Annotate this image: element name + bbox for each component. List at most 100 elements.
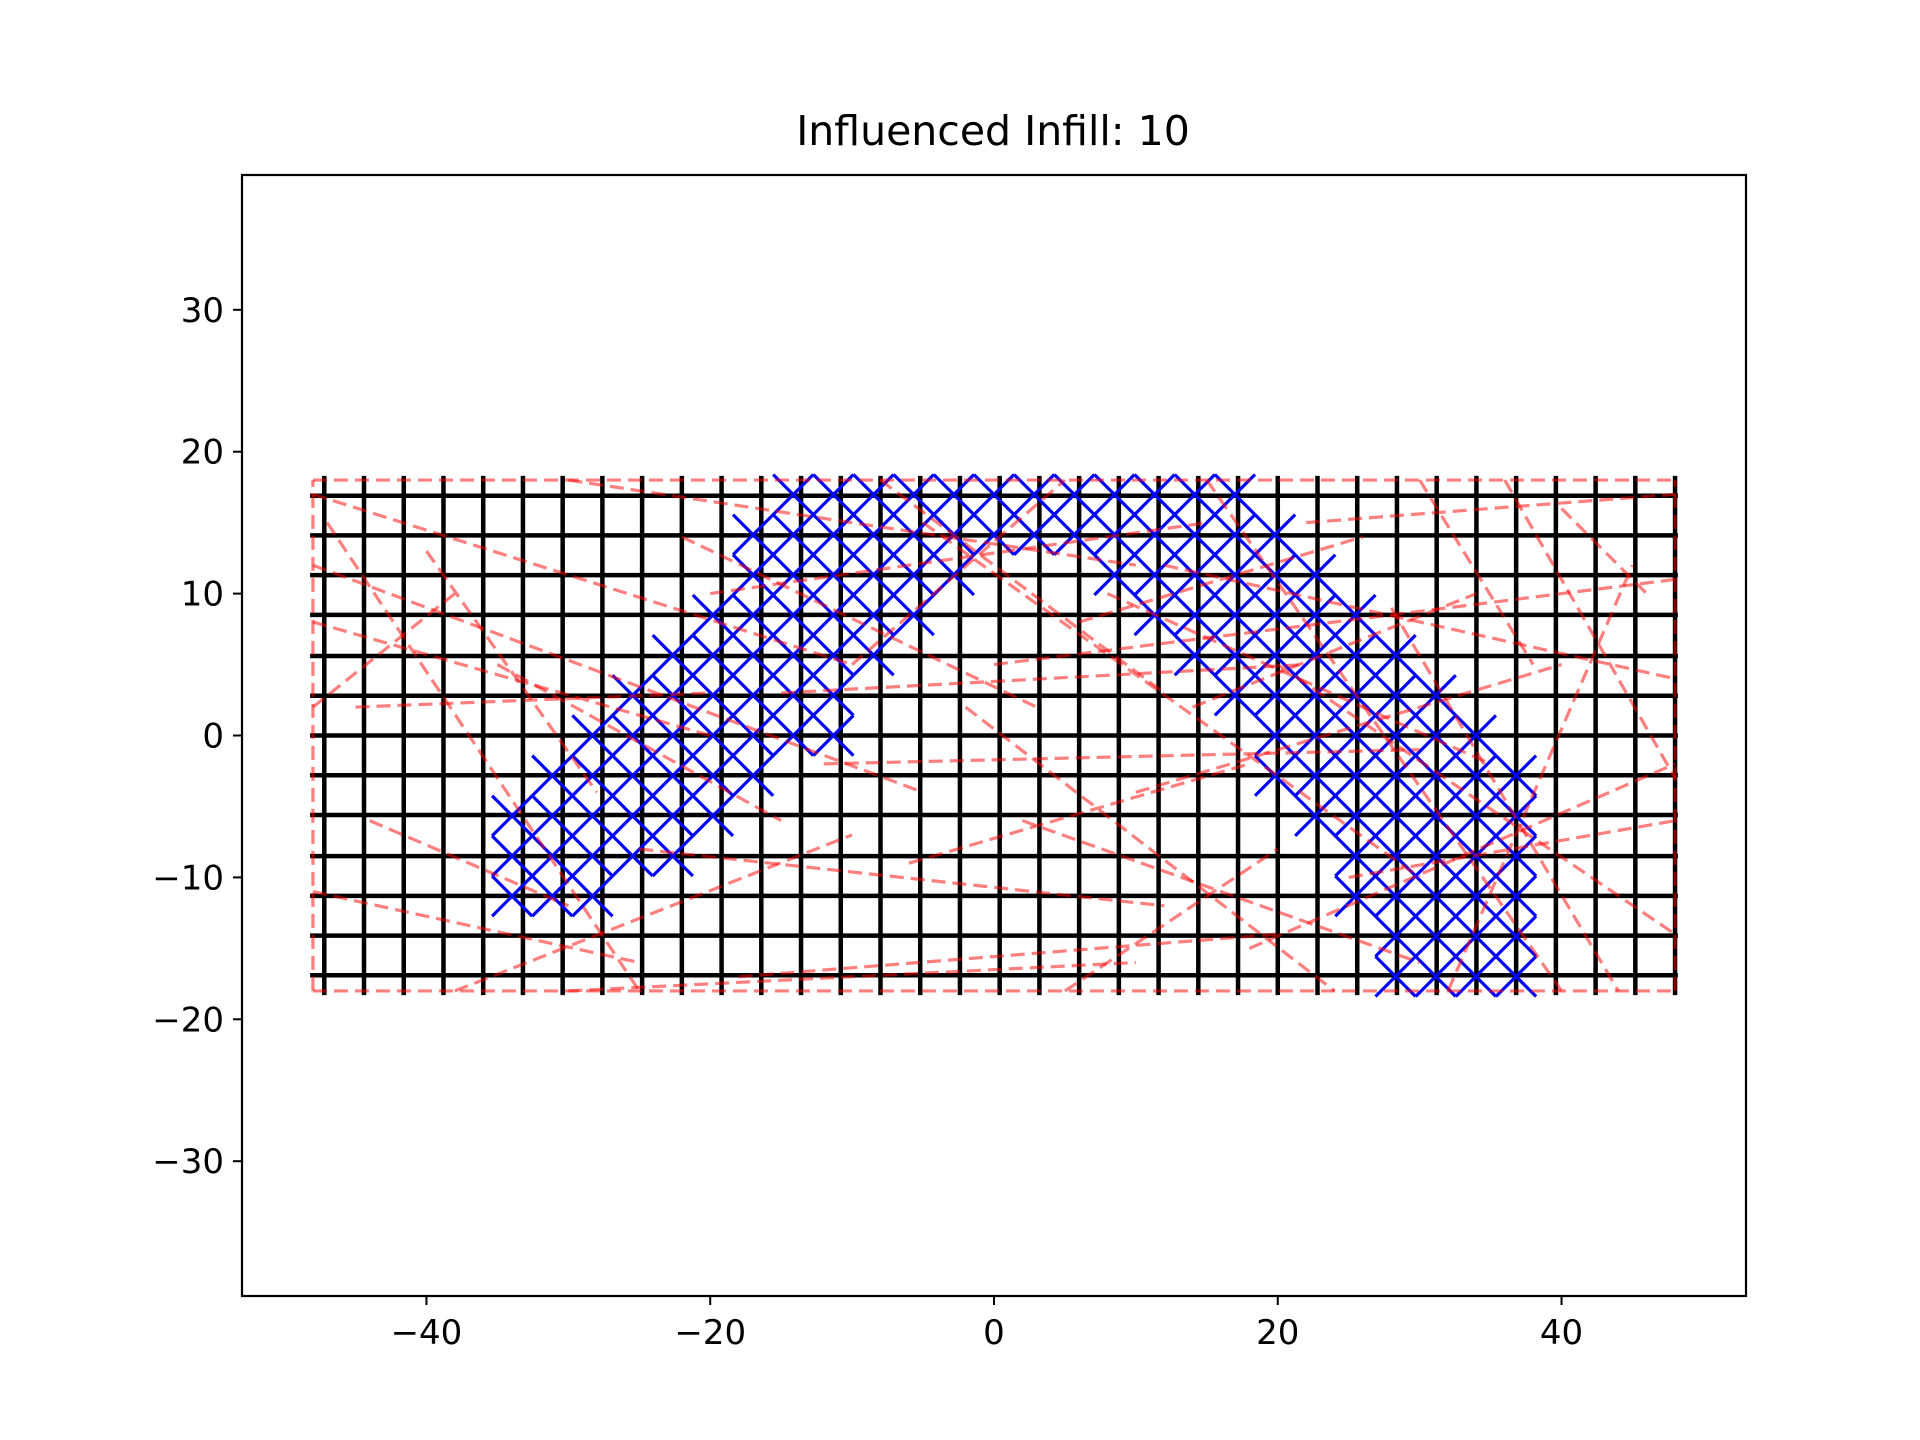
path-line bbox=[1021, 819, 1421, 965]
infill-diagonal-line bbox=[932, 473, 976, 516]
infill-diagonal-line bbox=[892, 473, 935, 516]
path-line bbox=[454, 833, 853, 993]
infill-diagonal-line bbox=[772, 593, 815, 637]
infill-diagonal-line bbox=[490, 874, 534, 918]
path-line bbox=[781, 662, 1307, 695]
grid-lines-group bbox=[310, 475, 1678, 996]
infill-diagonal-line bbox=[571, 714, 614, 757]
infill-diagonal-line bbox=[1454, 794, 1498, 838]
x-tick-label: 0 bbox=[983, 1313, 1005, 1353]
infill-diagonal-line bbox=[1494, 915, 1538, 958]
infill-diagonal-line bbox=[1494, 834, 1538, 878]
path-line bbox=[568, 960, 1136, 993]
infill-diagonal-line bbox=[1294, 633, 1337, 677]
infill-diagonal-line bbox=[1213, 513, 1257, 556]
path-line bbox=[1064, 847, 1279, 993]
infill-diagonal-line bbox=[731, 674, 775, 717]
infill-diagonal-line bbox=[1334, 794, 1377, 838]
path-line bbox=[355, 691, 711, 709]
infill-diagonal-line bbox=[1213, 553, 1257, 597]
infill-diagonal-line bbox=[531, 754, 574, 797]
infill-diagonal-line bbox=[892, 593, 935, 637]
infill-diagonal-line bbox=[1253, 714, 1297, 757]
path-line bbox=[681, 535, 1038, 709]
infill-diagonal-line bbox=[1253, 633, 1297, 677]
infill-diagonal-line bbox=[1173, 513, 1216, 556]
path-line bbox=[922, 521, 1421, 879]
path-line bbox=[312, 563, 924, 794]
infill-diagonal-line bbox=[1334, 754, 1377, 797]
path-line bbox=[1106, 592, 1492, 766]
infill-diagonal-line bbox=[1454, 714, 1498, 757]
path-line bbox=[1276, 663, 1676, 936]
infill-diagonal-line bbox=[1494, 955, 1538, 998]
infill-diagonal-line bbox=[651, 633, 694, 677]
plot-area bbox=[310, 473, 1678, 998]
infill-diagonal-line bbox=[691, 593, 735, 637]
y-tick-label: −30 bbox=[152, 1142, 224, 1182]
y-tick-label: 20 bbox=[181, 433, 224, 473]
infill-diagonal-line bbox=[1374, 874, 1417, 918]
infill-diagonal-line bbox=[772, 553, 815, 597]
path-line bbox=[311, 592, 456, 709]
infill-diagonal-line bbox=[531, 794, 574, 838]
infill-diagonal-line bbox=[1294, 714, 1337, 757]
path-line bbox=[312, 620, 711, 738]
path-line bbox=[823, 748, 1420, 766]
infill-diagonal-line bbox=[1213, 674, 1257, 717]
path-line bbox=[908, 762, 1250, 865]
infill-diagonal-line bbox=[1374, 714, 1417, 757]
infill-diagonal-line bbox=[1053, 513, 1096, 556]
infill-diagonal-line bbox=[812, 674, 855, 717]
infill-diagonal-line bbox=[1374, 794, 1417, 838]
infill-diagonal-line bbox=[1133, 513, 1176, 556]
infill-diagonal-line bbox=[571, 754, 614, 797]
infill-diagonal-line bbox=[1173, 553, 1216, 597]
infill-diagonal-line bbox=[1454, 754, 1498, 797]
path-line bbox=[993, 577, 1676, 667]
infill-diagonal-line bbox=[1374, 915, 1417, 958]
infill-diagonal-line bbox=[772, 674, 815, 717]
path-line bbox=[738, 932, 1278, 979]
infill-diagonal-line bbox=[1334, 714, 1377, 757]
path-line bbox=[312, 890, 640, 965]
path-line bbox=[879, 478, 1166, 695]
infill-diagonal-line bbox=[731, 513, 775, 556]
infill-diagonal-line bbox=[1012, 513, 1056, 556]
infill-diagonal-line bbox=[1414, 714, 1457, 757]
path-line bbox=[1135, 663, 1563, 794]
infill-diagonal-line bbox=[1334, 593, 1377, 637]
infill-diagonal-line bbox=[772, 513, 815, 556]
infill-diagonal-line bbox=[1294, 754, 1337, 797]
path-lines-group bbox=[311, 478, 1677, 993]
infill-diagonal-line bbox=[1133, 553, 1176, 597]
infill-diagonal-line bbox=[571, 834, 614, 878]
infill-diagonal-line bbox=[972, 473, 1016, 516]
infill-diagonal-line bbox=[731, 593, 775, 637]
infill-diagonal-line bbox=[1494, 754, 1538, 797]
infill-diagonal-line bbox=[1494, 874, 1538, 918]
y-tick-label: −10 bbox=[152, 858, 224, 898]
infill-diagonal-line bbox=[691, 794, 735, 838]
path-line bbox=[1503, 479, 1677, 779]
infill-diagonal-line bbox=[1294, 794, 1337, 838]
infill-diagonal-line bbox=[812, 633, 855, 677]
infill-diagonal-line bbox=[691, 633, 735, 677]
path-line bbox=[1348, 819, 1676, 879]
path-line bbox=[369, 819, 569, 908]
path-line bbox=[1418, 479, 1535, 666]
path-line bbox=[325, 521, 641, 992]
infill-diagonal-line bbox=[892, 513, 935, 556]
infill-diagonal-line bbox=[972, 513, 1016, 556]
infill-diagonal-line bbox=[611, 754, 654, 797]
path-line bbox=[496, 663, 782, 823]
infill-diagonal-line bbox=[852, 553, 895, 597]
axis-ticks: −40 −20 0 20 40 −30 −20 −10 0 10 20 30 bbox=[152, 291, 1583, 1353]
infill-diagonal-line bbox=[731, 553, 775, 597]
x-tick-label: 20 bbox=[1256, 1313, 1299, 1353]
chart-title: Influenced Infill: 10 bbox=[796, 107, 1190, 155]
infill-diagonal-line bbox=[651, 794, 694, 838]
infill-diagonal-line bbox=[812, 553, 855, 597]
